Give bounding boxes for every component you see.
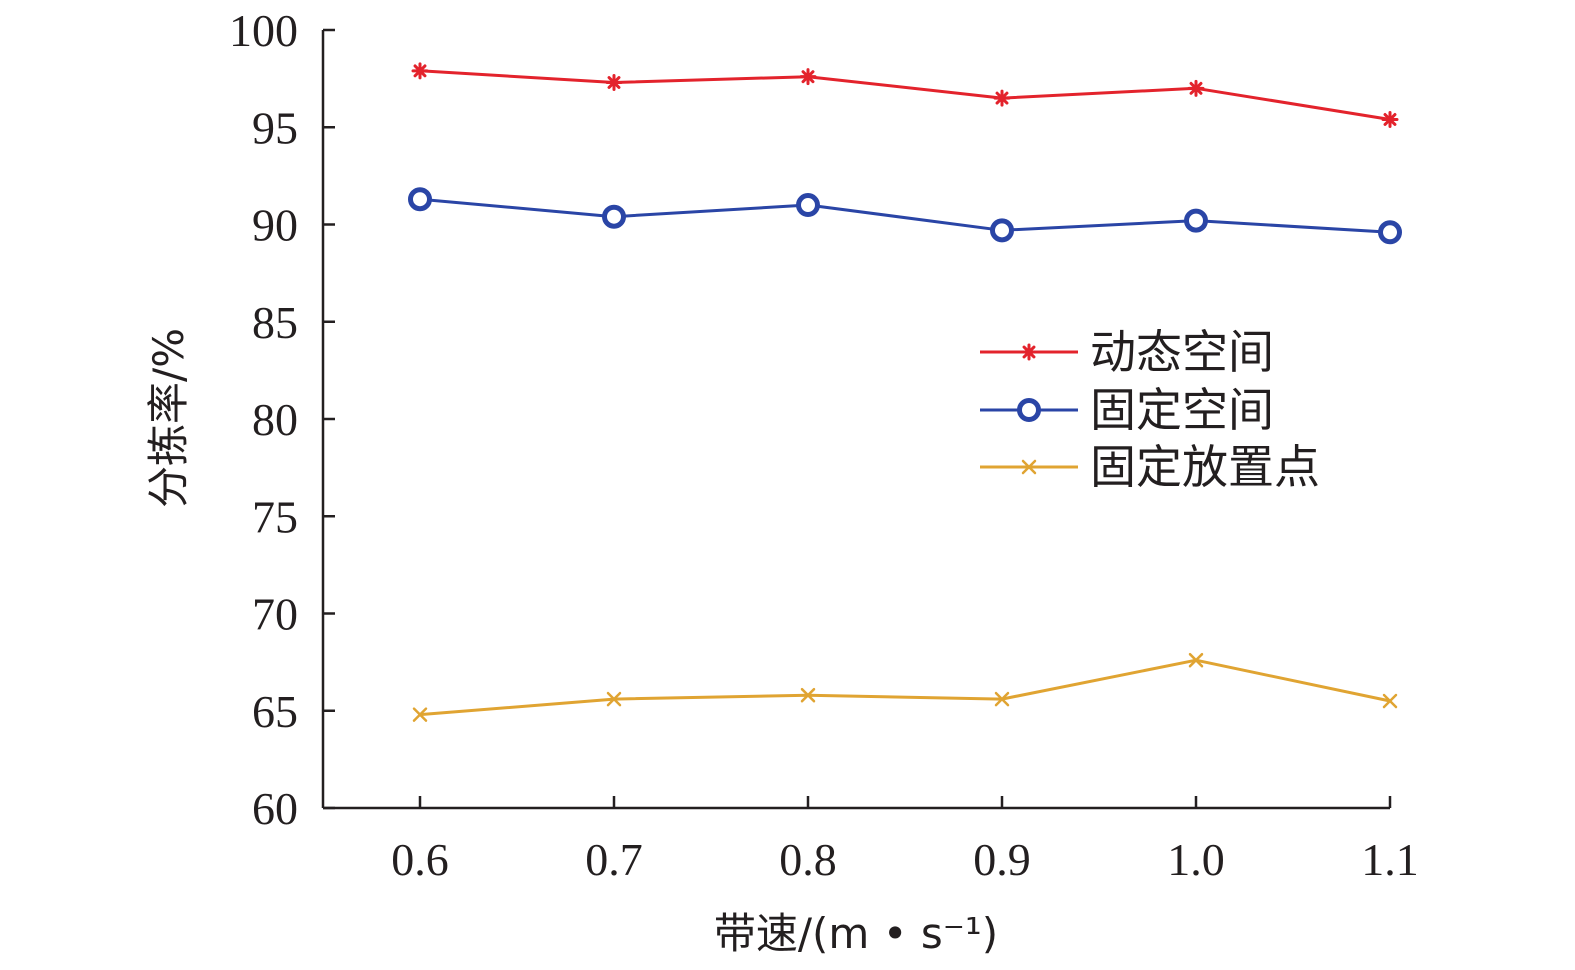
- data-point: [408, 187, 432, 212]
- x-axis-ticks: 0.6 0.7 0.8 0.9 1.0 1.1: [391, 796, 1419, 885]
- legend-item: 动态空间: [980, 325, 1274, 379]
- y-tick-label: 60: [252, 783, 298, 834]
- y-tick-label: 70: [252, 589, 298, 640]
- data-point: [1184, 208, 1208, 233]
- x-tick-label: 0.9: [973, 834, 1031, 885]
- y-axis-title: 分拣率/%: [144, 328, 193, 508]
- series-line: [419, 658, 1391, 717]
- x-axis-title: 带速/(m • s⁻¹): [714, 909, 998, 958]
- series-3: [412, 652, 1398, 722]
- data-point: [602, 204, 626, 229]
- series-2: [408, 187, 1402, 245]
- y-tick-label: 85: [252, 297, 298, 348]
- y-tick-label: 95: [252, 102, 298, 153]
- data-point: [800, 687, 816, 703]
- legend-label: 固定空间: [1090, 383, 1274, 437]
- data-point: [799, 68, 817, 86]
- legend-item: 固定放置点: [980, 440, 1320, 494]
- data-point: [411, 62, 429, 80]
- data-point: [1382, 693, 1398, 709]
- data-point: [605, 74, 623, 92]
- series-layer: [408, 62, 1402, 722]
- data-point: [990, 218, 1014, 243]
- legend-marker: [1020, 343, 1038, 361]
- y-tick-label: 100: [229, 5, 298, 56]
- series-1: [411, 62, 1399, 128]
- data-point: [1187, 79, 1205, 97]
- legend-label: 动态空间: [1090, 325, 1274, 379]
- data-point: [994, 691, 1010, 707]
- x-tick-label: 0.8: [779, 834, 837, 885]
- y-tick-label: 75: [252, 491, 298, 542]
- data-point: [993, 89, 1011, 107]
- legend-label: 固定放置点: [1090, 440, 1320, 494]
- data-point: [796, 193, 820, 218]
- data-point: [606, 691, 622, 707]
- data-point: [1188, 652, 1204, 668]
- x-tick-label: 0.6: [391, 834, 449, 885]
- legend-marker: [1021, 459, 1037, 475]
- y-tick-label: 65: [252, 686, 298, 737]
- data-point: [1381, 110, 1399, 128]
- series-line: [419, 197, 1391, 234]
- y-axis-ticks: 60 65 70 75 80 85 90 95 100: [229, 5, 335, 834]
- series-line: [419, 69, 1391, 121]
- data-point: [412, 707, 428, 722]
- x-tick-label: 1.0: [1167, 834, 1225, 885]
- x-tick-label: 0.7: [585, 834, 643, 885]
- y-tick-label: 90: [252, 200, 298, 251]
- legend-item: 固定空间: [980, 383, 1274, 437]
- y-tick-label: 80: [252, 394, 298, 445]
- data-point: [1378, 220, 1402, 245]
- x-tick-label: 1.1: [1361, 834, 1419, 885]
- legend-marker: [1017, 398, 1041, 422]
